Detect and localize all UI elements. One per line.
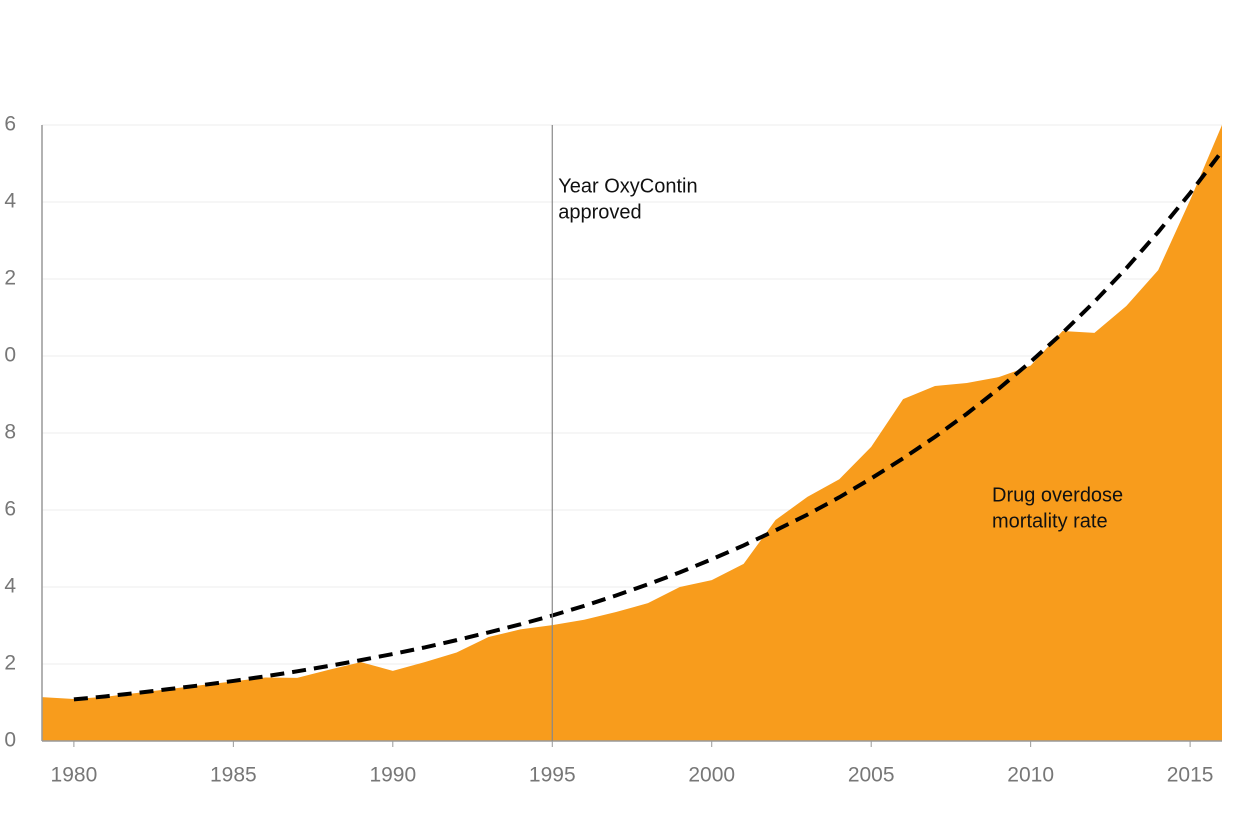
area	[42, 125, 1222, 741]
y-tick-label: 6	[4, 113, 16, 136]
y-tick-label: 8	[4, 421, 16, 444]
x-tick-label: 2015	[1167, 764, 1214, 787]
annotation: approved	[558, 201, 641, 223]
y-tick-label: 4	[4, 575, 16, 598]
y-tick-label: 2	[4, 267, 16, 290]
x-tick-label: 1980	[51, 764, 98, 787]
x-tick-label: 1990	[369, 764, 416, 787]
series-label: mortality rate	[992, 510, 1108, 532]
y-tick-label: 6	[4, 498, 16, 521]
x-tick-label: 1995	[529, 764, 576, 787]
y-tick-label: 4	[4, 190, 16, 213]
y-tick-label: 2	[4, 652, 16, 675]
x-tick-label: 2010	[1007, 764, 1054, 787]
y-tick-label: 0	[4, 729, 16, 752]
x-tick-label: 1985	[210, 764, 257, 787]
x-tick-label: 2000	[688, 764, 735, 787]
annotation: Year OxyContin	[558, 175, 697, 197]
y-tick-label: 0	[4, 344, 16, 367]
series-label: Drug overdose	[992, 484, 1123, 506]
x-tick-label: 2005	[848, 764, 895, 787]
